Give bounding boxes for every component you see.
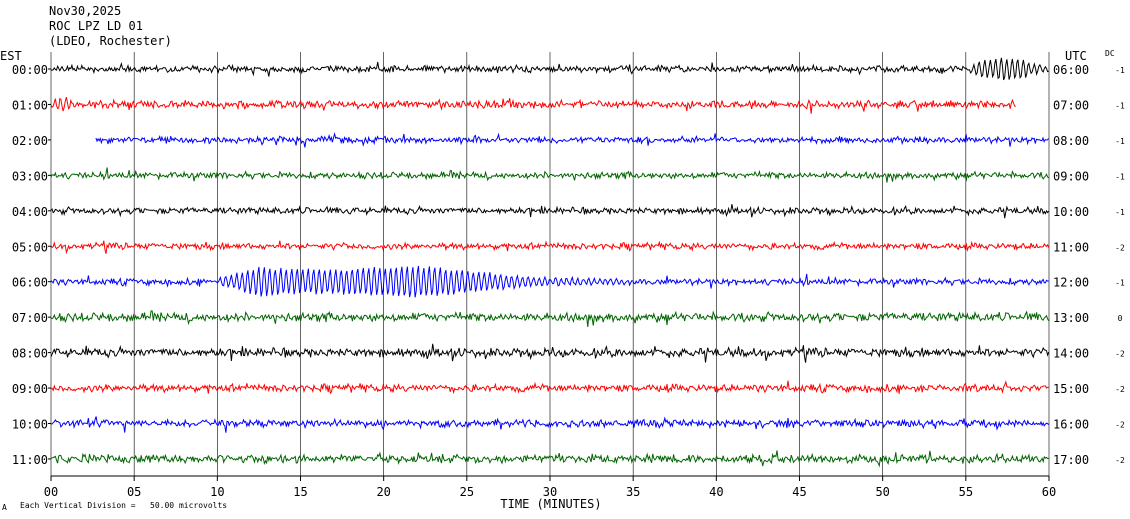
est-hour-label: 06:00 [12,276,48,290]
utc-hour-label: 16:00 [1053,418,1089,432]
est-hour-label: 05:00 [12,240,48,254]
utc-hour-label: 08:00 [1053,134,1089,148]
station-title: ROC LPZ LD 01 [49,19,143,33]
dc-value: -1 [1115,66,1125,75]
est-hour-label: 09:00 [12,382,48,396]
scale-note: Each Vertical Division = 50.00 microvolt… [20,501,228,510]
dc-value: -1 [1115,101,1125,110]
utc-hour-label: 15:00 [1053,382,1089,396]
trace-0800 [50,343,1050,363]
trace-0600 [50,265,1049,298]
est-hour-label: 11:00 [12,453,48,467]
utc-hour-label: 12:00 [1053,276,1089,290]
utc-hour-label: 06:00 [1053,63,1089,77]
dc-value: -2 [1115,421,1125,430]
est-hour-label: 08:00 [12,347,48,361]
dc-value: -1 [1115,172,1125,181]
est-hour-label: 04:00 [12,205,48,219]
trace-0300 [50,167,1050,183]
dc-value: -1 [1115,137,1125,146]
utc-hour-label: 09:00 [1053,169,1089,183]
x-tick-label: 45 [792,485,806,499]
dc-value: -2 [1115,243,1125,252]
est-label: EST [0,49,22,63]
x-tick-label: 30 [543,485,557,499]
x-tick-label: 35 [626,485,640,499]
x-tick-label: 05 [127,485,141,499]
x-tick-label: 00 [44,485,58,499]
utc-hour-label: 17:00 [1053,453,1089,467]
x-tick-label: 10 [210,485,224,499]
utc-label: UTC [1065,49,1087,63]
utc-hour-label: 10:00 [1053,205,1089,219]
trace-0000 [50,57,1049,81]
dc-value: -2 [1115,456,1125,465]
trace-0400 [50,204,1050,219]
est-hour-label: 02:00 [12,134,48,148]
dc-value: -2 [1115,385,1125,394]
trace-0200 [95,131,1049,148]
x-tick-label: 55 [959,485,973,499]
x-axis-title: TIME (MINUTES) [500,497,601,511]
chart-date: Nov30,2025 [49,4,122,18]
dc-value: -1 [1115,279,1125,288]
trace-0900 [50,380,1049,395]
est-hour-label: 01:00 [12,98,48,112]
dc-value: -1 [1115,208,1125,217]
trace-0500 [50,240,1050,255]
trace-1100 [50,450,1049,468]
x-tick-label: 40 [709,485,723,499]
x-tick-label: 15 [293,485,307,499]
est-hour-label: 03:00 [12,169,48,183]
dc-value: -2 [1115,350,1125,359]
trace-0700 [50,310,1050,327]
utc-hour-label: 11:00 [1053,240,1089,254]
utc-hour-label: 07:00 [1053,98,1089,112]
x-tick-label: 25 [460,485,474,499]
est-hour-label: 07:00 [12,311,48,325]
utc-hour-label: 13:00 [1053,311,1089,325]
est-hour-label: 00:00 [12,63,48,77]
dc-label: DC [1105,49,1115,58]
utc-hour-label: 14:00 [1053,347,1089,361]
est-hour-label: 10:00 [12,418,48,432]
footer-corner-mark: A [2,503,7,512]
trace-0100 [50,97,1016,114]
dc-value: 0 [1118,314,1123,323]
x-tick-label: 20 [376,485,390,499]
trace-1000 [50,416,1050,433]
network-label: (LDEO, Rochester) [49,34,172,48]
x-tick-label: 60 [1042,485,1056,499]
x-tick-label: 50 [875,485,889,499]
